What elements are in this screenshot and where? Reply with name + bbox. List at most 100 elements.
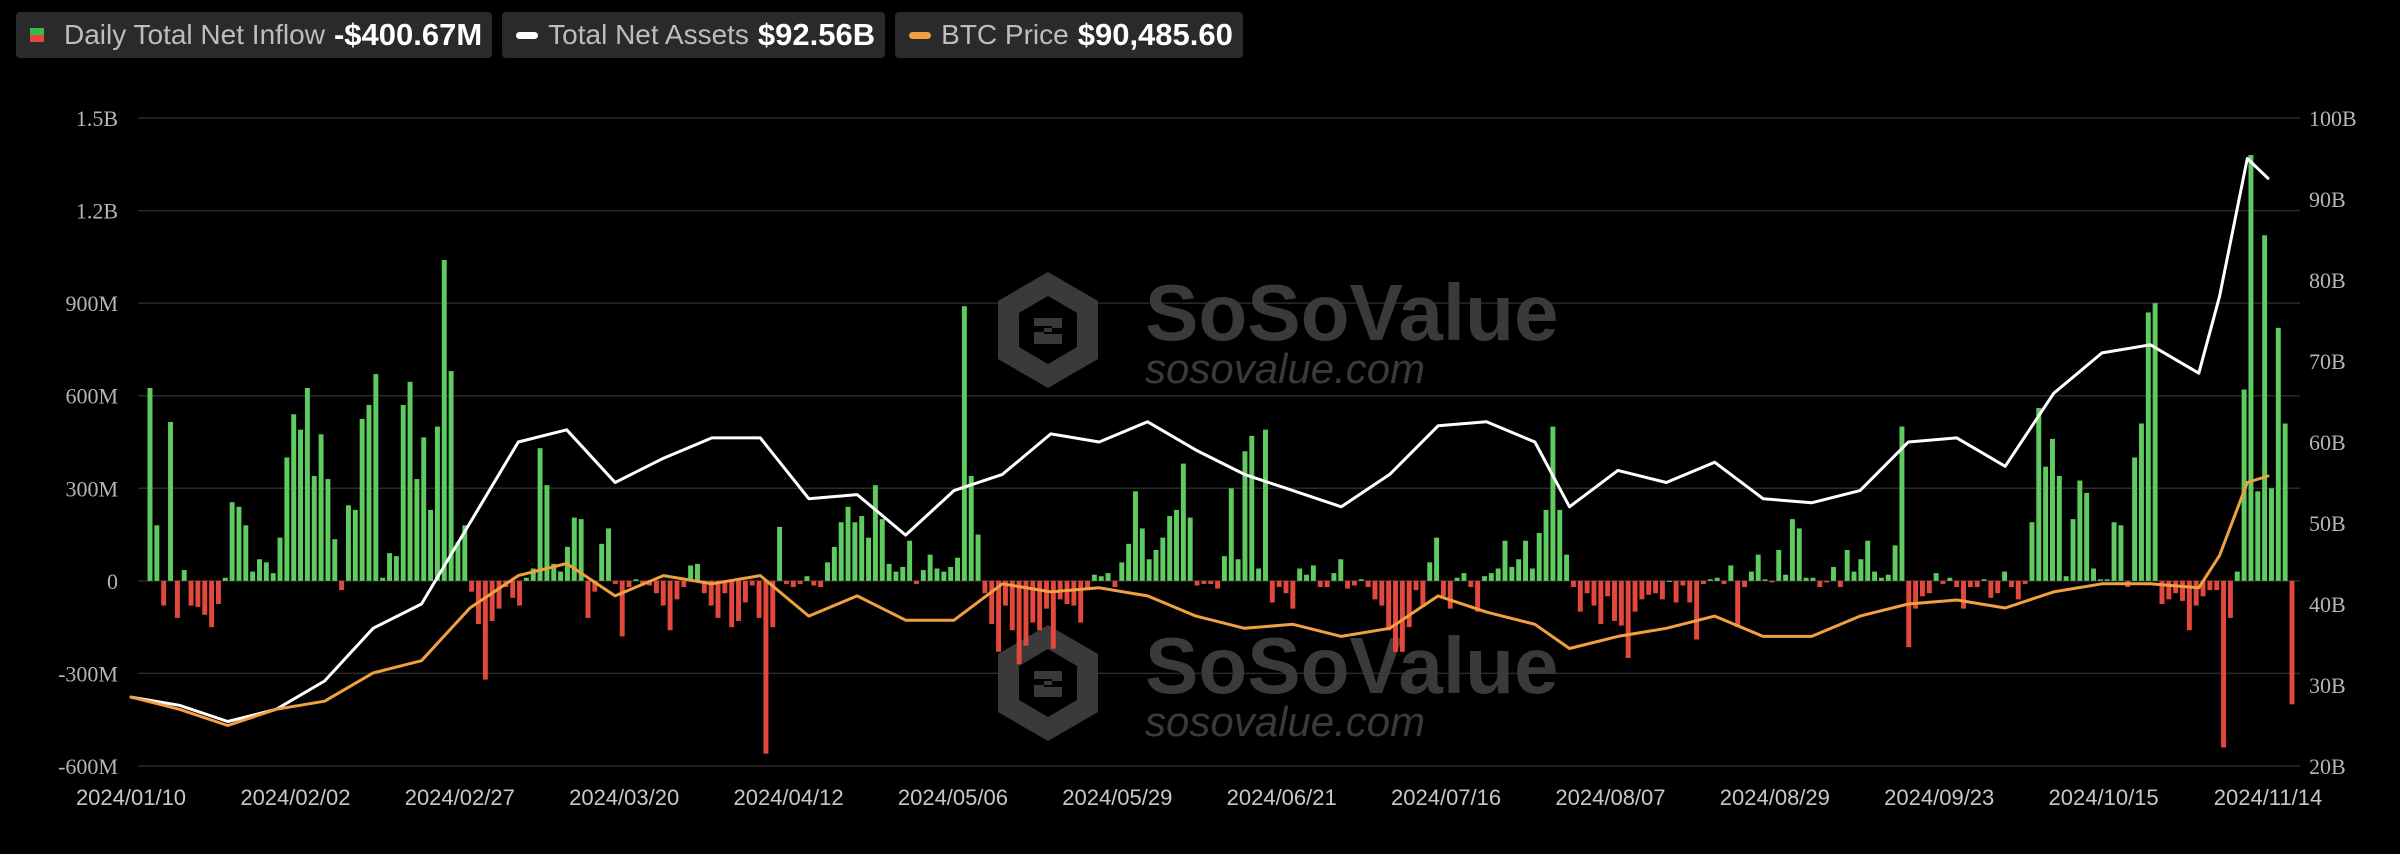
inflow-bar[interactable] xyxy=(1050,580,1056,649)
inflow-bar[interactable] xyxy=(968,475,974,581)
inflow-bar[interactable] xyxy=(1755,554,1761,581)
inflow-bar[interactable] xyxy=(2145,312,2151,581)
inflow-bar[interactable] xyxy=(209,580,215,628)
inflow-bar[interactable] xyxy=(2166,580,2172,600)
inflow-bar[interactable] xyxy=(1926,580,1932,594)
inflow-bar[interactable] xyxy=(1461,573,1467,581)
inflow-bar[interactable] xyxy=(1235,559,1241,581)
inflow-bar[interactable] xyxy=(1783,574,1789,581)
inflow-bar[interactable] xyxy=(1618,580,1624,626)
inflow-bar[interactable] xyxy=(2002,571,2008,581)
inflow-bar[interactable] xyxy=(2255,491,2261,581)
inflow-bar[interactable] xyxy=(1523,540,1528,581)
inflow-bar[interactable] xyxy=(1290,580,1296,609)
inflow-bar[interactable] xyxy=(1728,565,1734,581)
inflow-bar[interactable] xyxy=(380,577,386,581)
inflow-bar[interactable] xyxy=(1440,580,1446,597)
inflow-bar[interactable] xyxy=(270,573,276,581)
inflow-bar[interactable] xyxy=(626,580,632,588)
inflow-bar[interactable] xyxy=(195,580,201,608)
inflow-bar[interactable] xyxy=(2180,580,2185,601)
inflow-bar[interactable] xyxy=(1707,579,1713,581)
inflow-bar[interactable] xyxy=(975,534,981,581)
inflow-bar[interactable] xyxy=(1228,488,1234,581)
inflow-bar[interactable] xyxy=(893,571,899,581)
inflow-bar[interactable] xyxy=(900,566,906,581)
inflow-bar[interactable] xyxy=(2056,475,2062,581)
inflow-bar[interactable] xyxy=(667,580,673,631)
inflow-bar[interactable] xyxy=(1119,562,1125,581)
inflow-bar[interactable] xyxy=(2111,522,2117,581)
inflow-bar[interactable] xyxy=(1399,580,1405,652)
inflow-bar[interactable] xyxy=(1776,550,1782,581)
inflow-bar[interactable] xyxy=(2221,580,2227,748)
inflow-bar[interactable] xyxy=(2227,580,2233,618)
inflow-bar[interactable] xyxy=(469,580,475,592)
inflow-bar[interactable] xyxy=(859,516,865,581)
inflow-bar[interactable] xyxy=(2043,466,2049,581)
inflow-bar[interactable] xyxy=(742,580,748,603)
inflow-bar[interactable] xyxy=(414,479,420,581)
inflow-bar[interactable] xyxy=(1187,517,1193,581)
inflow-bar[interactable] xyxy=(1988,580,1994,598)
inflow-bar[interactable] xyxy=(914,580,919,584)
inflow-bar[interactable] xyxy=(1139,528,1145,581)
inflow-bar[interactable] xyxy=(2070,519,2076,581)
inflow-bar[interactable] xyxy=(1263,429,1268,581)
inflow-bar[interactable] xyxy=(448,371,454,581)
inflow-bar[interactable] xyxy=(1913,580,1919,609)
inflow-bar[interactable] xyxy=(1570,580,1576,588)
inflow-bar[interactable] xyxy=(1516,559,1522,581)
inflow-bar[interactable] xyxy=(455,542,461,581)
inflow-bar[interactable] xyxy=(1317,580,1323,588)
inflow-bar[interactable] xyxy=(1796,528,1802,581)
inflow-bar[interactable] xyxy=(736,580,741,621)
inflow-bar[interactable] xyxy=(1824,580,1830,583)
inflow-bar[interactable] xyxy=(1639,580,1645,600)
inflow-bar[interactable] xyxy=(825,562,830,581)
inflow-bar[interactable] xyxy=(955,557,960,581)
inflow-bar[interactable] xyxy=(1564,554,1570,581)
inflow-bar[interactable] xyxy=(770,580,776,628)
inflow-bar[interactable] xyxy=(578,519,584,581)
inflow-bar[interactable] xyxy=(1242,451,1248,581)
inflow-bar[interactable] xyxy=(1844,550,1850,581)
inflow-bar[interactable] xyxy=(400,404,406,581)
inflow-bar[interactable] xyxy=(660,580,666,606)
inflow-bar[interactable] xyxy=(1858,559,1864,581)
inflow-bar[interactable] xyxy=(530,568,536,581)
inflow-bar[interactable] xyxy=(1598,580,1604,625)
inflow-bar[interactable] xyxy=(715,580,721,618)
inflow-bar[interactable] xyxy=(571,517,577,581)
inflow-bar[interactable] xyxy=(1495,568,1501,581)
inflow-bar[interactable] xyxy=(2248,155,2254,581)
inflow-bar[interactable] xyxy=(1208,580,1214,584)
inflow-bar[interactable] xyxy=(482,580,488,680)
inflow-bar[interactable] xyxy=(1906,580,1912,648)
inflow-bar[interactable] xyxy=(1878,577,1884,581)
inflow-bar[interactable] xyxy=(1174,509,1179,581)
inflow-bar[interactable] xyxy=(291,414,297,581)
inflow-bar[interactable] xyxy=(783,580,789,584)
inflow-bar[interactable] xyxy=(1482,576,1487,581)
inflow-bar[interactable] xyxy=(558,571,564,581)
inflow-bar[interactable] xyxy=(838,522,844,581)
inflow-bar[interactable] xyxy=(1653,580,1659,594)
inflow-bar[interactable] xyxy=(236,506,242,581)
inflow-bar[interactable] xyxy=(1892,545,1898,581)
inflow-bar[interactable] xyxy=(606,528,611,581)
inflow-bar[interactable] xyxy=(2282,423,2288,581)
inflow-bar[interactable] xyxy=(1009,580,1015,631)
inflow-bar[interactable] xyxy=(2138,423,2144,581)
inflow-bar[interactable] xyxy=(1338,559,1344,581)
inflow-bar[interactable] xyxy=(2234,571,2240,581)
inflow-bar[interactable] xyxy=(1933,573,1939,581)
inflow-bar[interactable] xyxy=(202,580,208,615)
inflow-bar[interactable] xyxy=(304,388,310,581)
inflow-bar[interactable] xyxy=(1358,579,1364,581)
inflow-bar[interactable] xyxy=(352,509,358,581)
inflow-bar[interactable] xyxy=(612,580,618,584)
inflow-bar[interactable] xyxy=(1817,580,1823,588)
inflow-bar[interactable] xyxy=(462,525,468,581)
